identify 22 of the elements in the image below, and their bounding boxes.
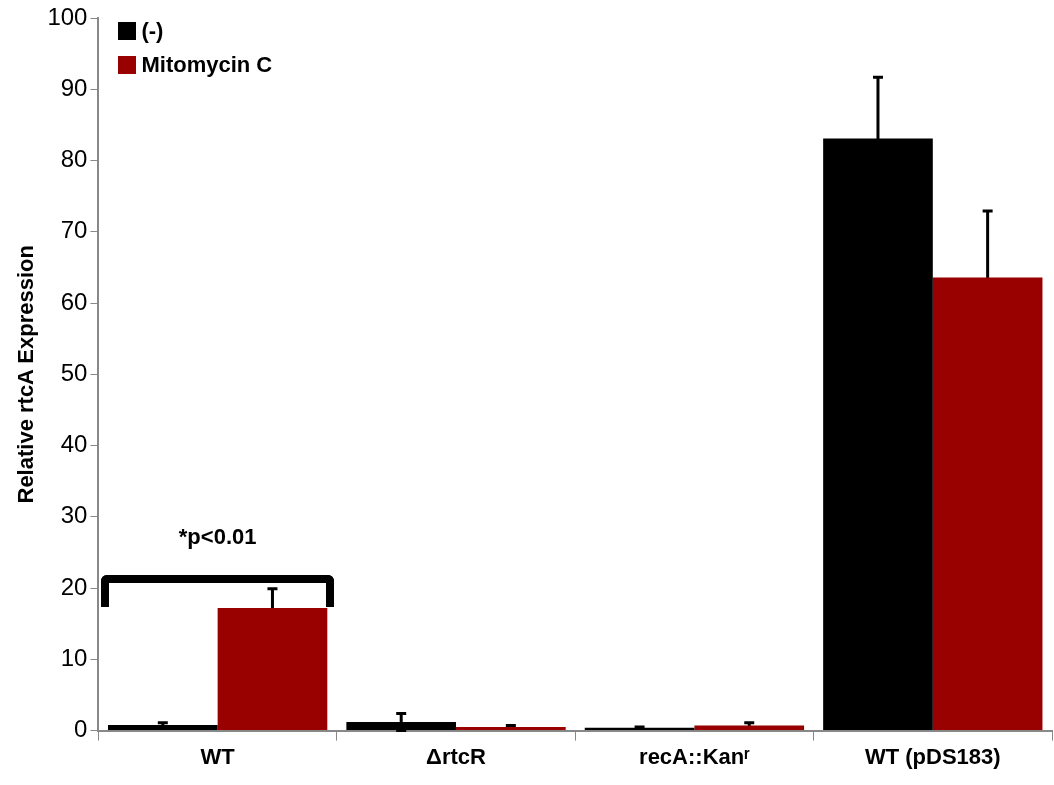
x-tick-label: ΔrtcR (426, 743, 487, 769)
annotation: *p<0.01 (178, 523, 257, 549)
y-tick-label: 30 (60, 501, 88, 529)
bar (456, 727, 566, 731)
y-tick-label: 90 (60, 73, 88, 101)
y-tick-label: 80 (60, 145, 88, 173)
y-tick-label: 100 (47, 2, 88, 30)
x-tick-label: recA::Kanʳ (639, 743, 751, 769)
y-tick-label: 50 (60, 358, 88, 386)
y-tick-label: 0 (74, 715, 88, 743)
y-tick-label: 10 (60, 643, 88, 671)
legend-label: (-) (141, 18, 164, 44)
y-tick-label: 70 (60, 216, 88, 244)
bar (107, 724, 218, 731)
legend-label: Mitomycin C (141, 52, 273, 78)
y-tick-label: 40 (60, 430, 88, 458)
y-tick-label: 20 (60, 572, 88, 600)
x-tick-label: WT (200, 743, 236, 769)
x-tick-label: WT (pDS183) (864, 743, 1001, 769)
bar (932, 277, 1043, 731)
y-axis-title: Relative rtcA Expression (13, 245, 39, 504)
y-tick-label: 60 (60, 287, 88, 315)
